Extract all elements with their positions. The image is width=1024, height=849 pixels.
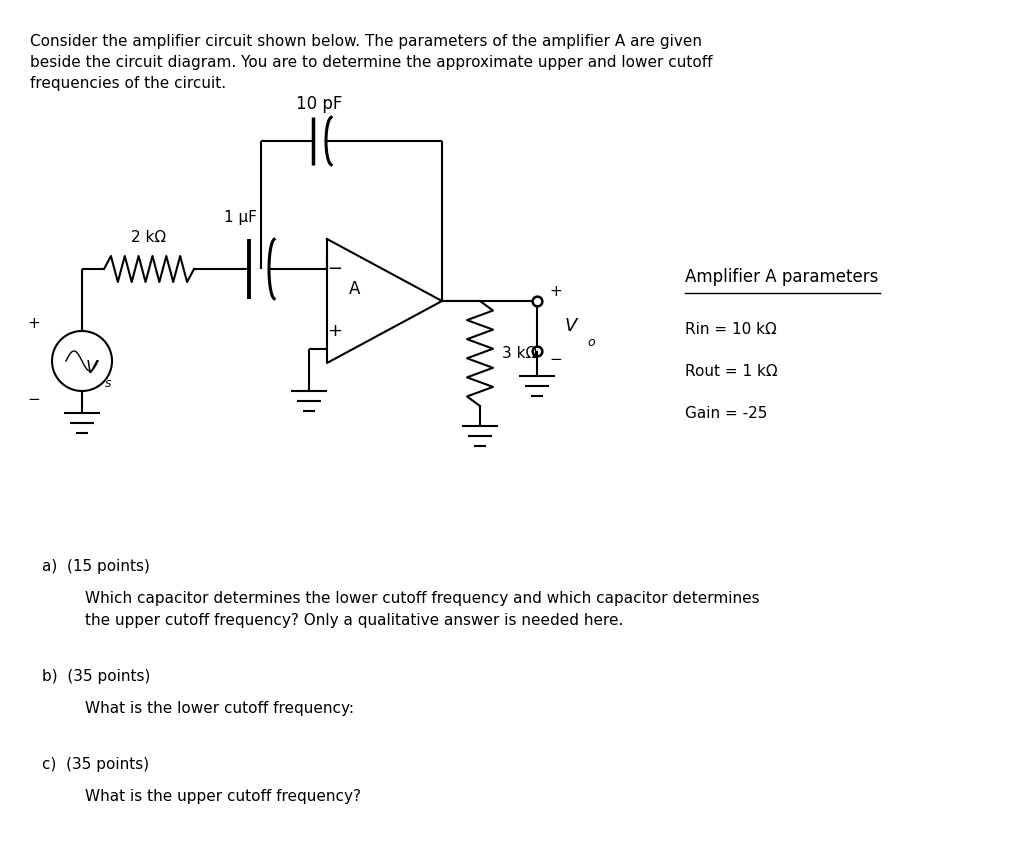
- Text: V: V: [565, 317, 578, 335]
- Text: 10 pF: 10 pF: [296, 95, 343, 113]
- Text: +: +: [28, 316, 40, 330]
- Text: Consider the amplifier circuit shown below. The parameters of the amplifier A ar: Consider the amplifier circuit shown bel…: [30, 34, 713, 91]
- Text: s: s: [105, 376, 112, 390]
- Text: Gain = -25: Gain = -25: [685, 406, 767, 420]
- Text: Amplifier A parameters: Amplifier A parameters: [685, 268, 879, 286]
- Text: Rin = 10 kΩ: Rin = 10 kΩ: [685, 322, 777, 336]
- Text: b)  (35 points): b) (35 points): [42, 669, 151, 684]
- Text: −: −: [328, 260, 343, 278]
- Text: Rout = 1 kΩ: Rout = 1 kΩ: [685, 363, 777, 379]
- Text: a)  (15 points): a) (15 points): [42, 559, 150, 574]
- Text: c)  (35 points): c) (35 points): [42, 757, 150, 772]
- Text: A: A: [349, 280, 360, 298]
- Text: What is the lower cutoff frequency:: What is the lower cutoff frequency:: [85, 701, 354, 716]
- Text: 3 kΩ: 3 kΩ: [502, 346, 538, 361]
- Text: +: +: [549, 284, 562, 299]
- Text: What is the upper cutoff frequency?: What is the upper cutoff frequency?: [85, 789, 361, 804]
- Text: 1 μF: 1 μF: [224, 210, 257, 224]
- Text: 2 kΩ: 2 kΩ: [131, 229, 167, 245]
- Text: +: +: [328, 322, 342, 340]
- Text: −: −: [549, 351, 562, 367]
- Text: −: −: [28, 391, 40, 407]
- Text: Which capacitor determines the lower cutoff frequency and which capacitor determ: Which capacitor determines the lower cut…: [85, 591, 760, 627]
- Text: o: o: [587, 335, 595, 348]
- Text: V: V: [86, 359, 97, 377]
